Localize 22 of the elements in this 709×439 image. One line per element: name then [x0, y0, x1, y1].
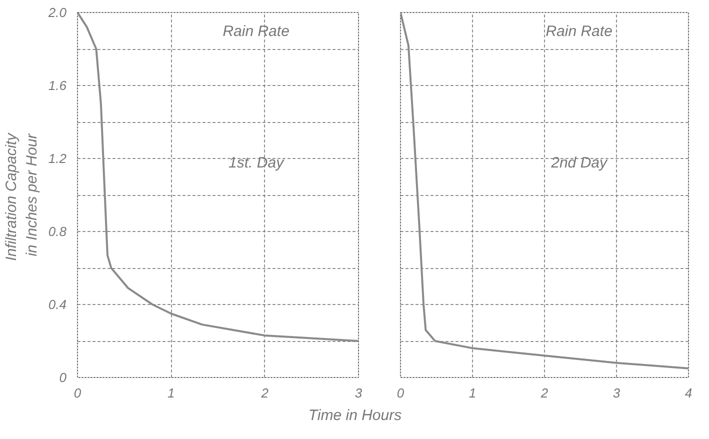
line-series [78, 12, 358, 342]
y-tick-label: 0.8 [48, 224, 68, 239]
y-tick-label: 0 [59, 370, 68, 385]
x-tick-label: 1 [468, 386, 476, 400]
x-tick-label: 3 [612, 386, 621, 400]
y-tick-label: 1.2 [48, 151, 68, 166]
y-tick-label: 2.0 [47, 5, 68, 20]
x-tick-label: 0 [396, 386, 405, 400]
y-axis-title: Infiltration Capacity in Inches per Hour [3, 132, 40, 261]
x-tick-label: 2 [540, 386, 549, 400]
x-tick-label: 3 [354, 386, 363, 400]
annotation: 2nd Day [550, 154, 608, 172]
annotation: Rain Rate [222, 22, 290, 40]
x-tick-label: 1 [168, 386, 175, 400]
x-tick-label: 4 [684, 386, 692, 400]
annotation: 1st. Day [228, 154, 286, 172]
y-tick-label: 0.4 [48, 297, 67, 312]
y-tick-label: 1.6 [48, 78, 68, 93]
x-axis-title: Time in Hours [308, 406, 402, 426]
x-tick-label: 0 [74, 386, 82, 400]
annotation: Rain Rate [546, 22, 612, 40]
x-tick-label: 2 [260, 386, 270, 400]
